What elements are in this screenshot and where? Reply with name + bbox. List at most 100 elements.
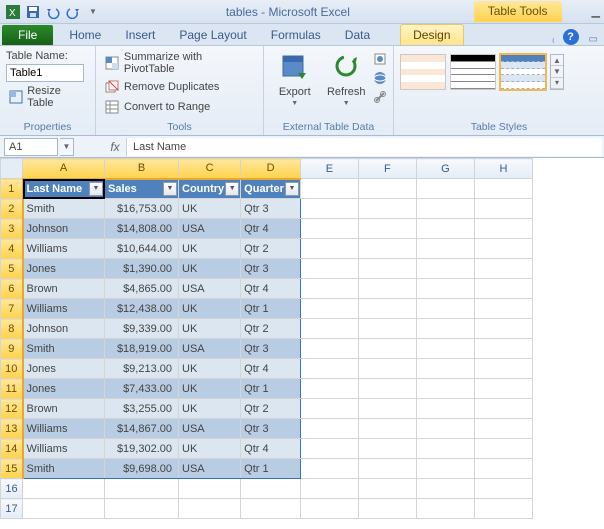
filter-dropdown-icon[interactable]: ▼ xyxy=(89,182,103,196)
cell[interactable] xyxy=(474,199,532,219)
cell[interactable] xyxy=(358,339,416,359)
table-cell[interactable]: Jones xyxy=(23,259,105,279)
table-cell[interactable]: UK xyxy=(179,399,241,419)
undo-icon[interactable] xyxy=(44,3,62,21)
table-cell[interactable]: Qtr 2 xyxy=(241,239,301,259)
cell[interactable] xyxy=(358,379,416,399)
row-header[interactable]: 14 xyxy=(1,439,23,459)
cell[interactable] xyxy=(474,459,532,479)
cell[interactable] xyxy=(474,219,532,239)
table-cell[interactable]: $10,644.00 xyxy=(105,239,179,259)
table-cell[interactable]: $3,255.00 xyxy=(105,399,179,419)
minimize-icon[interactable]: ▁ xyxy=(592,5,600,18)
table-cell[interactable]: USA xyxy=(179,419,241,439)
cell[interactable] xyxy=(474,239,532,259)
row-header[interactable]: 7 xyxy=(1,299,23,319)
table-cell[interactable]: Qtr 4 xyxy=(241,219,301,239)
tab-insert[interactable]: Insert xyxy=(113,25,167,45)
cell[interactable] xyxy=(474,359,532,379)
table-cell[interactable]: Qtr 3 xyxy=(241,259,301,279)
table-cell[interactable]: $9,698.00 xyxy=(105,459,179,479)
cell[interactable] xyxy=(358,179,416,199)
cell[interactable] xyxy=(300,479,358,499)
table-cell[interactable]: UK xyxy=(179,379,241,399)
cell[interactable] xyxy=(300,319,358,339)
cell[interactable] xyxy=(416,339,474,359)
style-gallery-scroll[interactable]: ▲▼▾ xyxy=(550,54,564,90)
cell[interactable] xyxy=(416,379,474,399)
row-header[interactable]: 1 xyxy=(1,179,23,199)
cell[interactable] xyxy=(241,499,301,519)
table-cell[interactable]: Smith xyxy=(23,199,105,219)
table-cell[interactable]: UK xyxy=(179,319,241,339)
table-cell[interactable]: Brown xyxy=(23,279,105,299)
cell[interactable] xyxy=(105,479,179,499)
cell[interactable] xyxy=(416,279,474,299)
table-cell[interactable]: Qtr 3 xyxy=(241,339,301,359)
cell[interactable] xyxy=(474,399,532,419)
table-cell[interactable]: UK xyxy=(179,359,241,379)
table-cell[interactable]: $4,865.00 xyxy=(105,279,179,299)
table-cell[interactable]: Qtr 4 xyxy=(241,439,301,459)
cell[interactable] xyxy=(416,459,474,479)
cell[interactable] xyxy=(300,199,358,219)
cell[interactable] xyxy=(358,459,416,479)
column-header[interactable]: C xyxy=(179,159,241,179)
cell[interactable] xyxy=(416,199,474,219)
table-cell[interactable]: Jones xyxy=(23,359,105,379)
cell[interactable] xyxy=(416,439,474,459)
help-icon[interactable]: ? xyxy=(563,29,579,45)
column-header[interactable]: F xyxy=(358,159,416,179)
table-style-thumb[interactable] xyxy=(450,54,496,90)
table-cell[interactable]: Smith xyxy=(23,459,105,479)
table-cell[interactable]: UK xyxy=(179,259,241,279)
qat-customize-icon[interactable]: ▼ xyxy=(84,3,102,21)
table-cell[interactable]: Qtr 4 xyxy=(241,279,301,299)
column-header[interactable]: G xyxy=(416,159,474,179)
cell[interactable] xyxy=(300,399,358,419)
table-cell[interactable]: Johnson xyxy=(23,219,105,239)
table-style-thumb[interactable] xyxy=(500,54,546,90)
row-header[interactable]: 4 xyxy=(1,239,23,259)
row-header[interactable]: 10 xyxy=(1,359,23,379)
cell[interactable] xyxy=(416,399,474,419)
row-header[interactable]: 8 xyxy=(1,319,23,339)
excel-icon[interactable]: X xyxy=(4,3,22,21)
cell[interactable] xyxy=(300,279,358,299)
cell[interactable] xyxy=(241,479,301,499)
cell[interactable] xyxy=(300,379,358,399)
table-header-cell[interactable]: Sales▼ xyxy=(105,179,179,199)
table-cell[interactable]: Qtr 3 xyxy=(241,199,301,219)
row-header[interactable]: 12 xyxy=(1,399,23,419)
cell[interactable] xyxy=(358,239,416,259)
table-cell[interactable]: Qtr 2 xyxy=(241,319,301,339)
worksheet-grid[interactable]: ABCDEFGH1Last Name▼Sales▼Country▼Quarter… xyxy=(0,158,604,519)
row-header[interactable]: 2 xyxy=(1,199,23,219)
cell[interactable] xyxy=(358,219,416,239)
table-cell[interactable]: Qtr 2 xyxy=(241,399,301,419)
table-cell[interactable]: Johnson xyxy=(23,319,105,339)
row-header[interactable]: 13 xyxy=(1,419,23,439)
cell[interactable] xyxy=(474,319,532,339)
table-cell[interactable]: USA xyxy=(179,279,241,299)
table-cell[interactable]: UK xyxy=(179,299,241,319)
tab-home[interactable]: Home xyxy=(57,25,113,45)
cell[interactable] xyxy=(358,299,416,319)
table-cell[interactable]: $9,213.00 xyxy=(105,359,179,379)
cell[interactable] xyxy=(179,479,241,499)
table-cell[interactable]: UK xyxy=(179,199,241,219)
column-header[interactable]: A xyxy=(23,159,105,179)
cell[interactable] xyxy=(300,359,358,379)
cell[interactable] xyxy=(416,319,474,339)
cell[interactable] xyxy=(105,499,179,519)
cell[interactable] xyxy=(300,179,358,199)
cell[interactable] xyxy=(474,499,532,519)
cell[interactable] xyxy=(300,339,358,359)
cell[interactable] xyxy=(474,299,532,319)
tab-data[interactable]: Data xyxy=(333,25,382,45)
refresh-button[interactable]: Refresh▼ xyxy=(322,50,372,109)
cell[interactable] xyxy=(474,179,532,199)
table-cell[interactable]: $14,867.00 xyxy=(105,419,179,439)
row-header[interactable]: 6 xyxy=(1,279,23,299)
cell[interactable] xyxy=(300,259,358,279)
